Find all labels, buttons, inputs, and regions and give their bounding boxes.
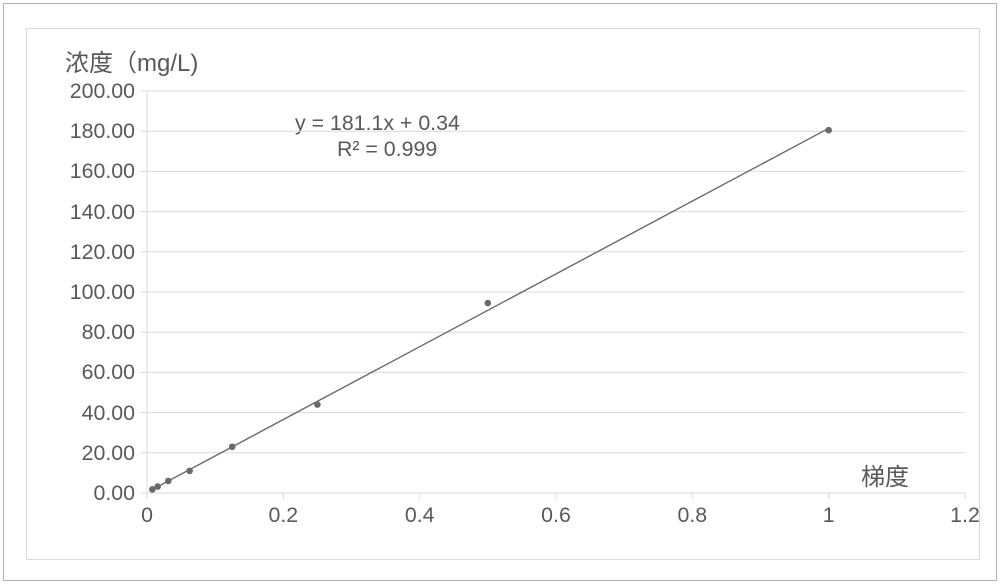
y-tick-label: 140.00 [70,200,135,225]
y-tick-label: 120.00 [70,240,135,265]
x-tick-label: 0.6 [526,503,586,528]
x-tick-label: 0 [117,503,177,528]
data-marker [314,401,321,408]
x-tick-label: 0.4 [390,503,450,528]
data-marker [165,478,172,485]
y-tick-label: 20.00 [82,441,135,466]
x-tick-label: 0.8 [662,503,722,528]
x-tick-label: 1 [799,503,859,528]
data-marker [229,443,236,450]
trendline [152,128,828,489]
y-tick-label: 160.00 [70,159,135,184]
y-tick-label: 100.00 [70,280,135,305]
x-tick-label: 0.2 [253,503,313,528]
data-marker [825,127,832,134]
y-tick-label: 200.00 [70,79,135,104]
chart-inner-frame: 浓度（mg/L) 梯度 y = 181.1x + 0.34 R² = 0.999… [26,28,980,560]
y-tick-label: 40.00 [82,401,135,426]
data-marker [186,468,193,475]
y-tick-label: 180.00 [70,119,135,144]
data-marker [154,483,161,490]
chart-canvas [27,29,981,561]
y-tick-label: 80.00 [82,320,135,345]
chart-outer-frame: 浓度（mg/L) 梯度 y = 181.1x + 0.34 R² = 0.999… [3,3,997,581]
data-marker [485,300,492,307]
x-tick-label: 1.2 [935,503,995,528]
y-tick-label: 60.00 [82,360,135,385]
